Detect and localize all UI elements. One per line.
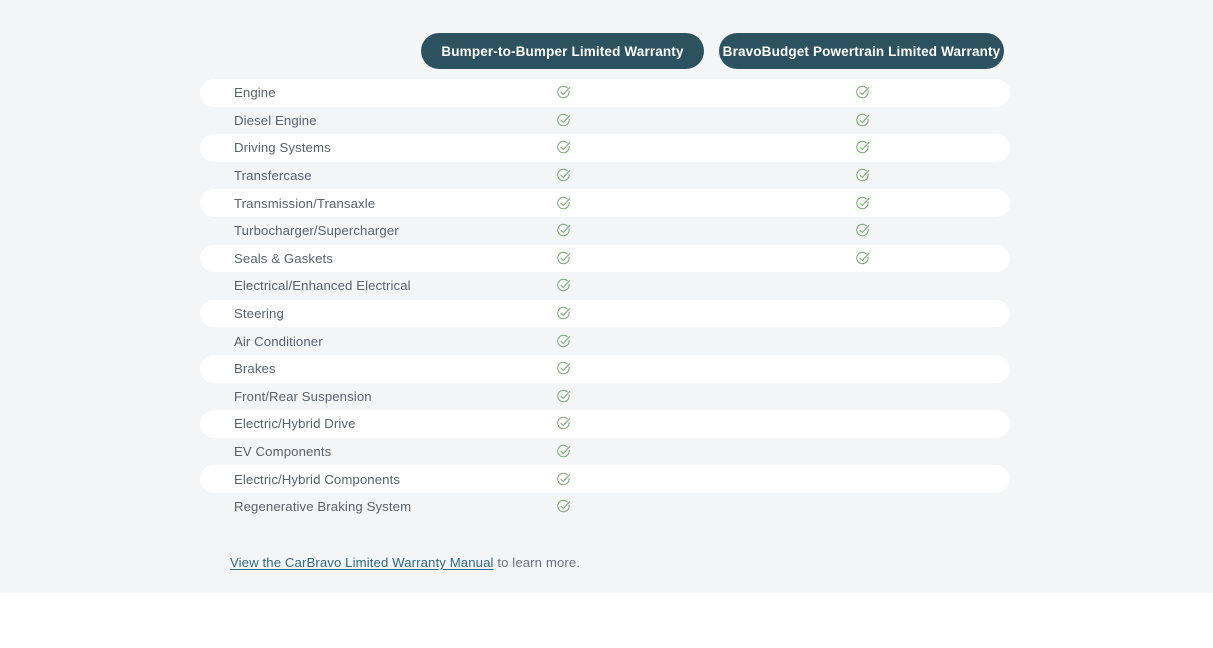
coverage-item-label: Transmission/Transaxle <box>234 195 376 211</box>
coverage-cell-bumper-to-bumper <box>548 493 578 521</box>
circle-check-icon <box>556 389 571 404</box>
coverage-cell-bumper-to-bumper <box>548 217 578 245</box>
table-row: Brakes <box>0 354 1213 383</box>
warranty-manual-link[interactable]: View the CarBravo Limited Warranty Manua… <box>230 555 494 570</box>
table-row-background <box>200 134 1010 162</box>
circle-check-icon <box>855 196 870 211</box>
circle-check-icon <box>556 444 571 459</box>
table-row: EV Components <box>0 438 1213 466</box>
tab-bravobudget-powertrain[interactable]: BravoBudget Powertrain Limited Warranty <box>719 33 1004 69</box>
table-row: Electric/Hybrid Drive <box>0 410 1213 438</box>
coverage-cell-bumper-to-bumper <box>548 438 578 466</box>
circle-check-icon <box>556 251 571 266</box>
table-row-background <box>200 410 1010 438</box>
circle-check-icon <box>556 499 571 514</box>
table-row: Front/Rear Suspension <box>0 383 1213 411</box>
coverage-cell-powertrain <box>847 107 877 135</box>
circle-check-icon <box>556 196 571 211</box>
coverage-cell-bumper-to-bumper <box>548 79 578 107</box>
table-row: Engine <box>0 79 1213 107</box>
circle-check-icon <box>855 113 870 128</box>
coverage-cell-bumper-to-bumper <box>548 410 578 438</box>
coverage-cell-powertrain <box>847 217 877 245</box>
coverage-cell-bumper-to-bumper <box>548 300 578 328</box>
table-row-background <box>200 299 1010 328</box>
table-row: Electric/Hybrid Components <box>0 465 1213 493</box>
tab-bumper-to-bumper[interactable]: Bumper-to-Bumper Limited Warranty <box>421 33 704 69</box>
coverage-item-label: Transfercase <box>234 168 312 184</box>
table-row: Steering <box>0 299 1213 328</box>
coverage-item-label: Front/Rear Suspension <box>234 388 372 404</box>
coverage-cell-bumper-to-bumper <box>548 465 578 493</box>
circle-check-icon <box>556 306 571 321</box>
coverage-cell-powertrain <box>847 79 877 107</box>
circle-check-icon <box>556 361 571 376</box>
table-row: Air Conditioner <box>0 327 1213 355</box>
table-row-background <box>200 465 1010 493</box>
table-row: Diesel Engine <box>0 107 1213 135</box>
coverage-item-label: Seals & Gaskets <box>234 250 333 266</box>
table-row-background <box>200 162 1010 190</box>
circle-check-icon <box>855 223 870 238</box>
circle-check-icon <box>556 223 571 238</box>
coverage-cell-bumper-to-bumper <box>548 245 578 273</box>
coverage-item-label: Electric/Hybrid Drive <box>234 416 356 432</box>
circle-check-icon <box>556 278 571 293</box>
table-row: Driving Systems <box>0 134 1213 162</box>
table-row: Transfercase <box>0 162 1213 190</box>
circle-check-icon <box>556 334 571 349</box>
table-row: Regenerative Braking System <box>0 493 1213 521</box>
coverage-cell-powertrain <box>847 245 877 273</box>
table-row-background <box>200 244 1010 273</box>
coverage-cell-powertrain <box>847 162 877 190</box>
table-row: Electrical/Enhanced Electrical <box>0 272 1213 300</box>
coverage-cell-bumper-to-bumper <box>548 162 578 190</box>
coverage-item-label: Diesel Engine <box>234 112 317 128</box>
table-row-background <box>200 107 1010 135</box>
circle-check-icon <box>855 168 870 183</box>
circle-check-icon <box>556 140 571 155</box>
coverage-item-label: Driving Systems <box>234 140 331 156</box>
coverage-item-label: Turbocharger/Supercharger <box>234 223 399 239</box>
coverage-item-label: Steering <box>234 306 284 322</box>
coverage-cell-bumper-to-bumper <box>548 383 578 411</box>
coverage-cell-bumper-to-bumper <box>548 134 578 162</box>
table-row-background <box>200 189 1010 217</box>
coverage-cell-bumper-to-bumper <box>548 327 578 355</box>
coverage-cell-powertrain <box>847 134 877 162</box>
warranty-manual-note: View the CarBravo Limited Warranty Manua… <box>230 555 580 570</box>
coverage-item-label: EV Components <box>234 444 332 460</box>
circle-check-icon <box>556 85 571 100</box>
table-row-background <box>200 79 1010 107</box>
coverage-cell-bumper-to-bumper <box>548 272 578 300</box>
coverage-cell-powertrain <box>847 189 877 217</box>
coverage-cell-bumper-to-bumper <box>548 107 578 135</box>
circle-check-icon <box>556 113 571 128</box>
warranty-manual-note-tail: to learn more. <box>493 555 581 570</box>
coverage-item-label: Brakes <box>234 361 276 377</box>
circle-check-icon <box>855 85 870 100</box>
circle-check-icon <box>556 416 571 431</box>
coverage-item-label: Engine <box>234 85 276 101</box>
table-row: Transmission/Transaxle <box>0 189 1213 217</box>
table-row-background <box>200 354 1010 383</box>
coverage-item-label: Regenerative Braking System <box>234 499 412 515</box>
coverage-item-label: Electrical/Enhanced Electrical <box>234 278 411 294</box>
circle-check-icon <box>556 472 571 487</box>
circle-check-icon <box>855 140 870 155</box>
circle-check-icon <box>855 251 870 266</box>
warranty-tab-strip: Bumper-to-Bumper Limited Warranty BravoB… <box>0 33 1213 69</box>
coverage-item-label: Electric/Hybrid Components <box>234 471 401 487</box>
table-row: Turbocharger/Supercharger <box>0 217 1213 245</box>
circle-check-icon <box>556 168 571 183</box>
coverage-cell-bumper-to-bumper <box>548 189 578 217</box>
coverage-item-label: Air Conditioner <box>234 333 323 349</box>
coverage-table: Engine Diesel Engine Driving Systems Transf… <box>0 79 1213 521</box>
coverage-cell-bumper-to-bumper <box>548 355 578 383</box>
table-row: Seals & Gaskets <box>0 244 1213 273</box>
